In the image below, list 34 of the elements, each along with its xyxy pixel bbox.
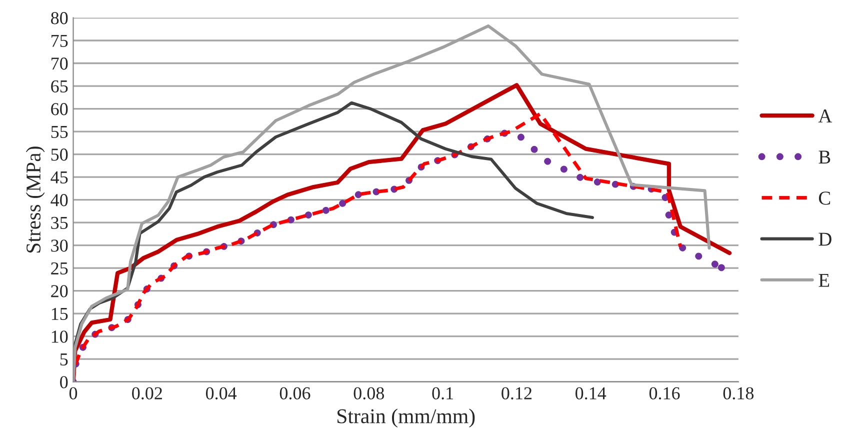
legend-label: E (818, 274, 830, 287)
y-tick-label: 0 (60, 376, 68, 388)
x-tick-label: 0.16 (649, 387, 680, 400)
y-axis-title: Stress (MPa) (26, 146, 45, 253)
y-tick-label: 50 (51, 148, 68, 161)
x-tick-label: 0.04 (206, 387, 237, 400)
legend-label: B (818, 150, 830, 164)
y-tick-label: 15 (52, 308, 68, 320)
x-tick-label: 0.02 (132, 387, 162, 400)
x-axis-title: Strain (mm/mm) (338, 408, 475, 428)
legend-label: C (818, 192, 830, 205)
legend-label: D (818, 232, 832, 246)
y-tick-label: 5 (60, 354, 68, 366)
y-tick-label: 20 (51, 285, 68, 298)
y-tick-label: 65 (51, 80, 68, 92)
y-tick-label: 45 (50, 171, 68, 184)
y-tick-label: 55 (51, 126, 68, 138)
x-tick-label: 0.18 (723, 387, 754, 400)
x-tick-label: 0 (69, 387, 78, 400)
y-tick-label: 40 (50, 194, 68, 206)
x-tick-label: 0.1 (432, 387, 453, 400)
y-tick-label: 25 (51, 262, 68, 275)
y-tick-label: 80 (51, 12, 68, 24)
legend-label: A (818, 110, 832, 122)
y-tick-label: 60 (51, 103, 68, 116)
x-tick-label: 0.08 (354, 387, 384, 400)
x-tick-label: 0.14 (576, 387, 606, 400)
y-tick-label: 10 (52, 330, 68, 343)
x-tick-label: 0.06 (280, 387, 310, 400)
x-tick-label: 0.12 (502, 387, 532, 400)
y-tick-label: 70 (52, 58, 68, 70)
y-tick-label: 30 (51, 240, 68, 252)
y-tick-label: 35 (51, 216, 68, 229)
y-tick-label: 75 (52, 34, 68, 47)
